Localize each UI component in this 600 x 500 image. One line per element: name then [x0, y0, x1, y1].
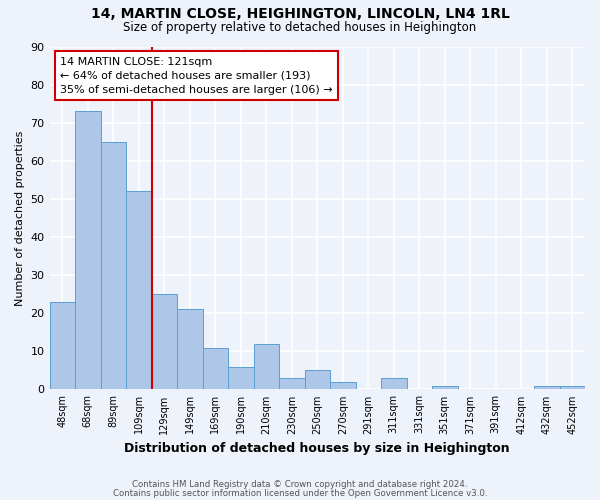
Bar [330, 382, 356, 390]
Text: 14, MARTIN CLOSE, HEIGHINGTON, LINCOLN, LN4 1RL: 14, MARTIN CLOSE, HEIGHINGTON, LINCOLN, … [91, 8, 509, 22]
Text: Contains HM Land Registry data © Crown copyright and database right 2024.: Contains HM Land Registry data © Crown c… [132, 480, 468, 489]
Text: Contains public sector information licensed under the Open Government Licence v3: Contains public sector information licen… [113, 488, 487, 498]
Bar [50, 302, 75, 390]
Text: 14 MARTIN CLOSE: 121sqm
← 64% of detached houses are smaller (193)
35% of semi-d: 14 MARTIN CLOSE: 121sqm ← 64% of detache… [60, 57, 333, 95]
X-axis label: Distribution of detached houses by size in Heighington: Distribution of detached houses by size … [124, 442, 510, 455]
Bar [228, 366, 254, 390]
Bar [101, 142, 126, 390]
Bar [152, 294, 177, 390]
Bar [305, 370, 330, 390]
Bar [75, 112, 101, 390]
Bar [254, 344, 279, 390]
Bar [126, 192, 152, 390]
Bar [534, 386, 560, 390]
Bar [177, 310, 203, 390]
Text: Size of property relative to detached houses in Heighington: Size of property relative to detached ho… [124, 21, 476, 34]
Bar [560, 386, 585, 390]
Bar [432, 386, 458, 390]
Bar [203, 348, 228, 390]
Y-axis label: Number of detached properties: Number of detached properties [15, 130, 25, 306]
Bar [381, 378, 407, 390]
Bar [279, 378, 305, 390]
